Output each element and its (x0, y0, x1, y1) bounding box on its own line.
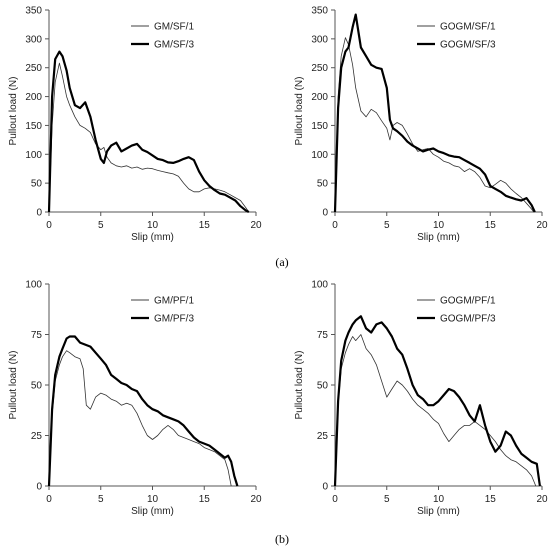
series-line-gogm-sf-1 (334, 37, 535, 213)
y-tick-label: 100 (25, 280, 42, 291)
y-tick-label: 50 (317, 179, 329, 190)
chart-gm-pf: 0 25 50 75 100 0 5 10 15 20 Slip (mm) Pullout load … (8, 280, 262, 518)
x-tick-label: 15 (485, 220, 497, 231)
y-tick-label: 0 (36, 208, 42, 219)
chart-gogm-pf: 0 25 50 75 100 0 5 10 15 20 Slip (mm) Pullout load … (294, 280, 548, 518)
series-line-gm-sf-1 (48, 62, 250, 213)
y-axis-label: Pullout load (N) (294, 351, 305, 420)
y-axis-label: Pullout load (N) (8, 351, 19, 420)
legend-label: GM/SF/1 (154, 22, 194, 33)
y-tick-label: 300 (311, 34, 328, 45)
x-tick-label: 10 (433, 494, 445, 505)
y-tick-label: 100 (25, 150, 42, 161)
y-axis-label: Pullout load (N) (294, 77, 305, 146)
legend-label: GOGM/PF/1 (440, 296, 496, 307)
y-tick-label: 150 (311, 121, 328, 132)
y-tick-label: 50 (31, 381, 43, 392)
x-axis-label: Slip (mm) (131, 232, 174, 243)
x-tick-label: 5 (384, 494, 390, 505)
series-line-gm-sf-3 (47, 50, 250, 213)
x-tick-label: 5 (98, 220, 104, 231)
y-tick-label: 350 (25, 6, 42, 17)
y-tick-label: 25 (31, 431, 43, 442)
x-tick-label: 10 (147, 494, 159, 505)
x-tick-label: 10 (147, 220, 159, 231)
chart-gm-sf: 0 50 100 150 200 250 300 350 0 5 10 15 20 Slip (mm) Pu… (8, 6, 262, 244)
y-tick-label: 75 (31, 330, 43, 341)
y-tick-label: 200 (311, 92, 328, 103)
y-tick-label: 100 (311, 280, 328, 291)
series-line-gm-pf-3 (47, 335, 239, 487)
x-axis-label: Slip (mm) (417, 506, 460, 517)
y-tick-label: 75 (317, 330, 329, 341)
y-tick-label: 200 (25, 92, 42, 103)
x-tick-label: 20 (536, 494, 548, 505)
x-axis-label: Slip (mm) (417, 232, 460, 243)
y-tick-label: 150 (25, 121, 42, 132)
x-tick-label: 15 (485, 494, 497, 505)
x-tick-label: 0 (46, 220, 52, 231)
x-axis-label: Slip (mm) (131, 506, 174, 517)
y-tick-label: 250 (311, 63, 328, 74)
legend-label: GM/SF/3 (154, 40, 194, 51)
x-tick-label: 5 (384, 220, 390, 231)
x-tick-label: 20 (250, 494, 262, 505)
series-line-gm-pf-1 (48, 350, 232, 487)
y-tick-label: 50 (317, 381, 329, 392)
x-tick-label: 10 (433, 220, 445, 231)
y-tick-label: 100 (311, 150, 328, 161)
x-tick-label: 20 (536, 220, 548, 231)
y-tick-label: 0 (322, 208, 328, 219)
y-tick-label: 300 (25, 34, 42, 45)
legend-label: GOGM/PF/3 (440, 314, 496, 325)
legend-label: GM/PF/3 (154, 314, 194, 325)
y-tick-label: 50 (31, 179, 43, 190)
legend-label: GM/PF/1 (154, 296, 194, 307)
x-tick-label: 15 (199, 220, 211, 231)
panel-label-a: (a) (275, 255, 288, 269)
x-tick-label: 0 (332, 220, 338, 231)
x-tick-label: 15 (199, 494, 211, 505)
x-tick-label: 0 (46, 494, 52, 505)
series-line-gogm-sf-3 (333, 13, 536, 213)
y-tick-label: 25 (317, 431, 329, 442)
y-tick-label: 250 (25, 63, 42, 74)
series-line-gogm-pf-1 (334, 334, 537, 487)
y-tick-label: 0 (322, 482, 328, 493)
legend-label: GOGM/SF/1 (440, 22, 496, 33)
y-tick-label: 0 (36, 482, 42, 493)
panel-label-b: (b) (275, 532, 289, 546)
y-axis-label: Pullout load (N) (8, 77, 19, 146)
x-tick-label: 0 (332, 494, 338, 505)
chart-gogm-sf: 0 50 100 150 200 250 300 350 0 5 10 15 20 Slip (mm) Pu… (294, 6, 548, 244)
x-tick-label: 5 (98, 494, 104, 505)
y-tick-label: 350 (311, 6, 328, 17)
series-line-gogm-pf-3 (333, 315, 541, 487)
x-tick-label: 20 (250, 220, 262, 231)
legend-label: GOGM/SF/3 (440, 40, 496, 51)
